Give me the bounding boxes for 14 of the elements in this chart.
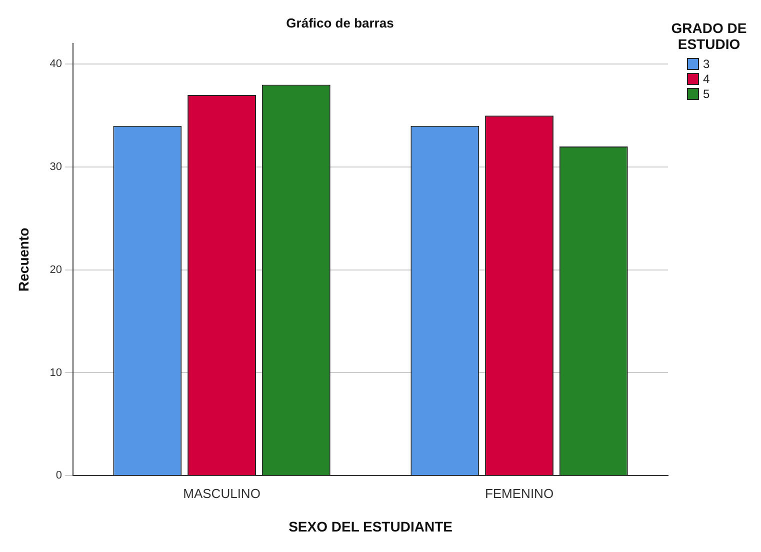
y-tick-label: 30 [50,161,62,174]
legend-label: 5 [703,86,710,100]
y-tick-label: 40 [50,58,62,70]
legend-title: GRADO DE ESTUDIO [670,20,748,52]
x-axis-title: SEXO DEL ESTUDIANTE [288,518,452,534]
x-tick-label: MASCULINO [183,486,260,501]
y-tick-label: 10 [50,366,62,379]
y-tick-label: 20 [50,264,62,276]
y-axis-title: Recuento [15,228,32,292]
y-tick-label: 0 [56,470,62,482]
legend-label: 3 [703,56,710,70]
x-tick-label: FEMENINO [484,486,554,501]
legend-label: 4 [703,72,710,86]
chart-title: Gráfico de barras [286,15,394,30]
